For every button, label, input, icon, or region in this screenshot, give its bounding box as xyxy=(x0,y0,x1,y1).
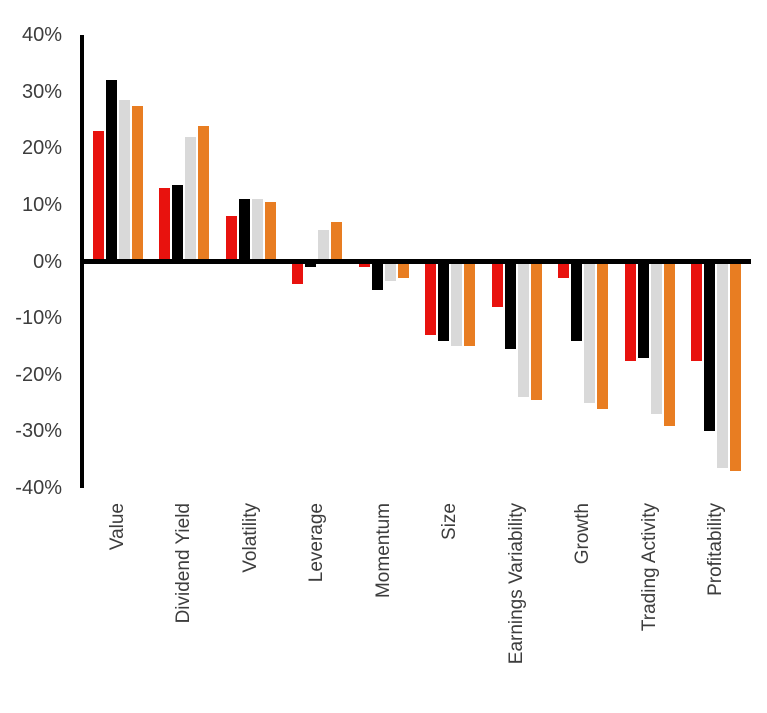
y-tick-label: -30% xyxy=(15,420,62,443)
y-tick-label: -20% xyxy=(15,363,62,386)
bar-orange-profitability xyxy=(730,261,742,471)
bar-orange-growth xyxy=(597,261,609,409)
bar-gray-momentum xyxy=(384,261,396,282)
y-tick-label: 40% xyxy=(21,24,62,47)
bar-red-profitability xyxy=(691,261,703,361)
bar-red-growth xyxy=(558,261,570,279)
x-category-label: Value xyxy=(107,503,128,551)
bar-black-leverage xyxy=(305,261,317,268)
y-tick-label: 10% xyxy=(21,193,62,216)
bar-black-growth xyxy=(571,261,583,341)
x-category-label: Momentum xyxy=(372,503,394,599)
bar-orange-volatility xyxy=(264,202,276,262)
x-category-label: Earnings Variability xyxy=(505,503,527,665)
bar-black-dividend-yield xyxy=(172,185,184,262)
x-category-label: Size xyxy=(439,503,461,540)
bar-red-leverage xyxy=(292,261,304,285)
bar-gray-trading-activity xyxy=(650,261,662,415)
x-category-label: Growth xyxy=(572,503,594,565)
zero-axis-line xyxy=(80,258,751,265)
bar-black-earnings-variability xyxy=(504,261,516,350)
x-category-label: Trading Activity xyxy=(638,503,660,632)
x-category-label: Dividend Yield xyxy=(173,503,195,624)
x-category-label: Volatility xyxy=(239,503,261,573)
bar-orange-earnings-variability xyxy=(530,261,542,401)
y-tick-label: 30% xyxy=(21,80,62,103)
bar-gray-dividend-yield xyxy=(185,136,197,262)
bar-black-volatility xyxy=(238,199,250,262)
bar-orange-momentum xyxy=(397,261,409,279)
bar-orange-trading-activity xyxy=(663,261,675,426)
bar-gray-value xyxy=(119,100,130,262)
bar-black-momentum xyxy=(371,261,383,290)
bar-red-earnings-variability xyxy=(491,261,503,307)
y-tick-label: 20% xyxy=(21,137,62,160)
bar-gray-earnings-variability xyxy=(517,261,529,398)
bar-red-dividend-yield xyxy=(159,187,171,262)
y-tick-label: -10% xyxy=(15,307,62,330)
bar-red-trading-activity xyxy=(624,261,636,361)
bar-black-value xyxy=(106,80,117,262)
bar-gray-profitability xyxy=(717,261,729,469)
y-tick-label: 0% xyxy=(33,250,62,273)
bar-black-trading-activity xyxy=(637,261,649,358)
bar-orange-value xyxy=(132,105,143,262)
bar-red-value xyxy=(93,131,104,262)
bar-red-size xyxy=(425,261,437,336)
bar-orange-leverage xyxy=(331,221,343,262)
bar-black-size xyxy=(438,261,450,341)
bar-black-profitability xyxy=(704,261,716,432)
x-category-label: Leverage xyxy=(306,503,328,583)
bar-red-momentum xyxy=(358,261,370,268)
bar-red-volatility xyxy=(225,216,237,262)
bar-gray-size xyxy=(451,261,463,347)
bar-orange-size xyxy=(464,261,476,347)
x-category-label: Profitability xyxy=(705,503,727,596)
bar-orange-dividend-yield xyxy=(198,125,210,262)
bar-gray-leverage xyxy=(318,230,330,262)
bar-gray-volatility xyxy=(251,199,263,262)
y-tick-label: -40% xyxy=(15,476,62,499)
bar-gray-growth xyxy=(584,261,596,403)
